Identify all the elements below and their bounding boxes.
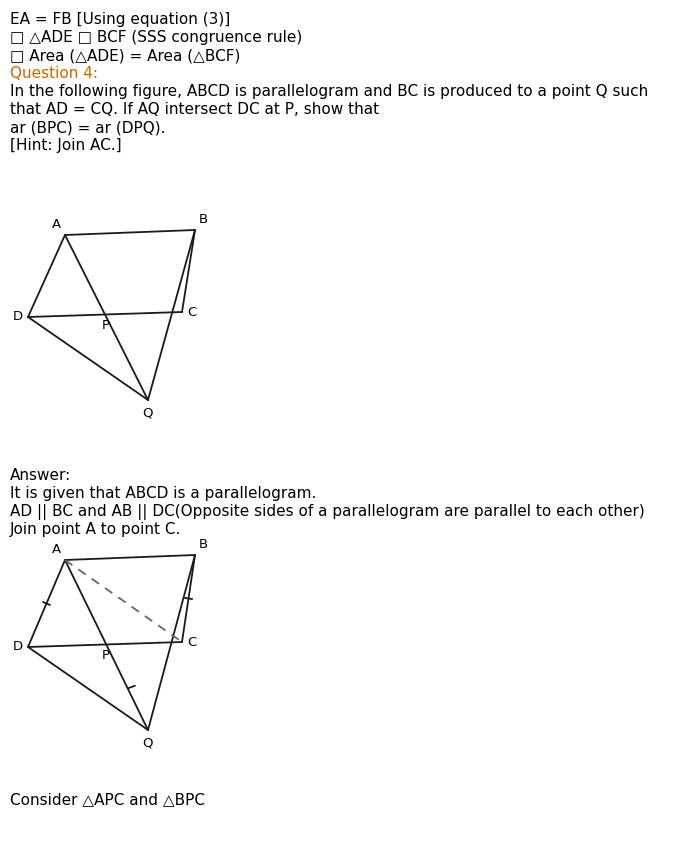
Text: [Hint: Join AC.]: [Hint: Join AC.] (10, 138, 122, 153)
Text: A: A (52, 218, 61, 231)
Text: EA = FB [Using equation (3)]: EA = FB [Using equation (3)] (10, 12, 230, 27)
Text: C: C (187, 305, 196, 319)
Text: P: P (102, 649, 110, 662)
Text: AD || BC and AB || DC(Opposite sides of a parallelogram are parallel to each oth: AD || BC and AB || DC(Opposite sides of … (10, 504, 645, 520)
Text: Join point A to point C.: Join point A to point C. (10, 522, 181, 537)
Text: D: D (13, 310, 23, 323)
Text: ar (BPC) = ar (DPQ).: ar (BPC) = ar (DPQ). (10, 120, 166, 135)
Text: It is given that ABCD is a parallelogram.: It is given that ABCD is a parallelogram… (10, 486, 316, 501)
Text: A: A (52, 543, 61, 556)
Text: D: D (13, 640, 23, 654)
Text: Q: Q (143, 406, 153, 419)
Text: Q: Q (143, 736, 153, 749)
Text: B: B (199, 213, 208, 226)
Text: In the following figure, ABCD is parallelogram and BC is produced to a point Q s: In the following figure, ABCD is paralle… (10, 84, 648, 99)
Text: B: B (199, 538, 208, 551)
Text: P: P (102, 319, 110, 332)
Text: C: C (187, 636, 196, 649)
Text: □ Area (△ADE) = Area (△BCF): □ Area (△ADE) = Area (△BCF) (10, 48, 240, 63)
Text: Answer:: Answer: (10, 468, 71, 483)
Text: Consider △APC and △BPC: Consider △APC and △BPC (10, 792, 205, 807)
Text: Question 4:: Question 4: (10, 66, 98, 81)
Text: □ △ADE □ BCF (SSS congruence rule): □ △ADE □ BCF (SSS congruence rule) (10, 30, 302, 45)
Text: that AD = CQ. If AQ intersect DC at P, show that: that AD = CQ. If AQ intersect DC at P, s… (10, 102, 379, 117)
